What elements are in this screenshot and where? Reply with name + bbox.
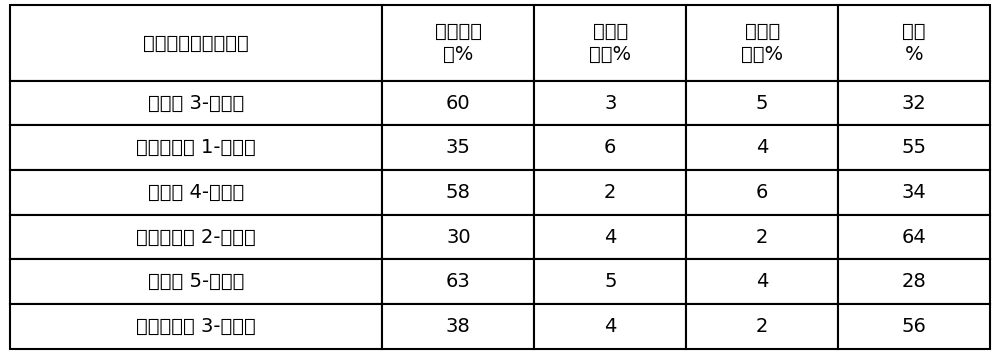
Text: 30: 30 [446, 228, 471, 247]
Text: 2: 2 [756, 317, 768, 336]
Bar [686, 126, 838, 170]
Bar [838, 259, 990, 304]
Text: 5: 5 [604, 272, 616, 291]
Bar [686, 170, 838, 215]
Bar [10, 304, 382, 349]
Text: 4: 4 [756, 138, 768, 157]
Bar [838, 81, 990, 126]
Bar [382, 126, 534, 170]
Text: 56: 56 [902, 317, 926, 336]
Bar [686, 5, 838, 81]
Text: 3: 3 [604, 94, 616, 113]
Bar [838, 170, 990, 215]
Text: 对比实施例 2-间歇式: 对比实施例 2-间歇式 [136, 228, 256, 247]
Text: 实施例 5-本发明: 实施例 5-本发明 [148, 272, 244, 291]
Bar [534, 170, 686, 215]
Text: 58: 58 [446, 183, 471, 202]
Text: 其他
%: 其他 % [902, 22, 926, 64]
Text: 六元醇
收率%: 六元醇 收率% [741, 22, 783, 64]
Bar [686, 81, 838, 126]
Bar [382, 215, 534, 259]
Bar [534, 5, 686, 81]
Text: 63: 63 [446, 272, 471, 291]
Bar [534, 126, 686, 170]
Text: 4: 4 [604, 228, 616, 247]
Text: 2: 2 [604, 183, 616, 202]
Bar [382, 5, 534, 81]
Bar [382, 81, 534, 126]
Bar [686, 304, 838, 349]
Bar [10, 215, 382, 259]
Text: 实施例 3-本发明: 实施例 3-本发明 [148, 94, 244, 113]
Bar [382, 304, 534, 349]
Bar [534, 81, 686, 126]
Text: 38: 38 [446, 317, 471, 336]
Bar [10, 170, 382, 215]
Bar [686, 215, 838, 259]
Text: 35: 35 [446, 138, 471, 157]
Text: 5: 5 [756, 94, 768, 113]
Text: 6: 6 [756, 183, 768, 202]
Bar [10, 81, 382, 126]
Bar [686, 259, 838, 304]
Text: 实施例 4-本发明: 实施例 4-本发明 [148, 183, 244, 202]
Text: 乙二醇收
率%: 乙二醇收 率% [435, 22, 482, 64]
Bar [382, 170, 534, 215]
Bar [534, 259, 686, 304]
Text: 60: 60 [446, 94, 471, 113]
Bar [838, 126, 990, 170]
Bar [382, 259, 534, 304]
Text: 丙二醇
收率%: 丙二醇 收率% [589, 22, 631, 64]
Text: 55: 55 [902, 138, 927, 157]
Text: 对比实施例 3-间歇式: 对比实施例 3-间歇式 [136, 317, 256, 336]
Text: 对比实施例 1-间歇式: 对比实施例 1-间歇式 [136, 138, 256, 157]
Text: 34: 34 [902, 183, 926, 202]
Text: 32: 32 [902, 94, 926, 113]
Bar [838, 304, 990, 349]
Bar [838, 215, 990, 259]
Bar [10, 126, 382, 170]
Text: 28: 28 [902, 272, 926, 291]
Text: 6: 6 [604, 138, 616, 157]
Text: 64: 64 [902, 228, 926, 247]
Text: 4: 4 [604, 317, 616, 336]
Bar [10, 259, 382, 304]
Bar [10, 5, 382, 81]
Bar [534, 215, 686, 259]
Text: 4: 4 [756, 272, 768, 291]
Text: 实施例及反应器类型: 实施例及反应器类型 [143, 34, 249, 53]
Bar [838, 5, 990, 81]
Text: 2: 2 [756, 228, 768, 247]
Bar [534, 304, 686, 349]
